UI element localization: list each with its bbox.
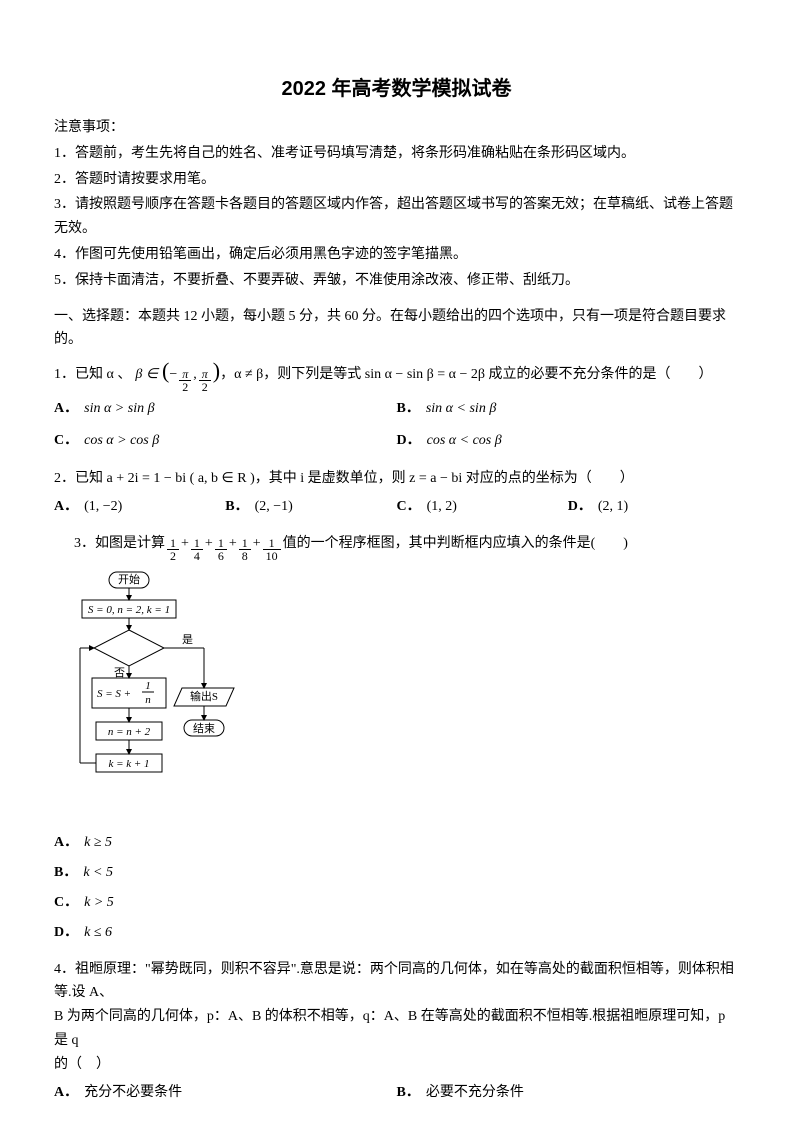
- flow-no: 否: [114, 667, 125, 679]
- option-b: B． (2, −1): [225, 491, 396, 523]
- paren-open: (: [162, 362, 169, 380]
- option-b: B． k < 5: [54, 858, 739, 888]
- flow-s-pre: S = S +: [97, 688, 131, 700]
- flow-end: 结束: [193, 722, 215, 735]
- question-3: 3．如图是计算 12 + 14 + 16 + 18 + 110 值的一个程序框图…: [54, 532, 739, 947]
- flow-n: n = n + 2: [108, 726, 151, 738]
- opt-text: (1, −2): [84, 499, 122, 514]
- option-c: C． k > 5: [54, 888, 739, 918]
- plus: +: [205, 532, 213, 556]
- flow-yes: 是: [182, 633, 193, 646]
- option-d: D． cos α < cos β: [397, 425, 740, 457]
- frac-den: 2: [167, 550, 179, 562]
- option-d: D． k ≤ 6: [54, 918, 739, 948]
- frac-den: 6: [215, 550, 227, 562]
- opt-label: B．: [225, 499, 248, 514]
- opt-label: A．: [54, 835, 78, 850]
- option-a: A． 充分不必要条件: [54, 1077, 397, 1109]
- q1-text-prefix: 1．已知 α 、: [54, 363, 131, 387]
- q1-beta-in: β ∈: [135, 363, 158, 387]
- plus: +: [253, 532, 261, 556]
- instructions-block: 注意事项： 1．答题前，考生先将自己的姓名、准考证号码填写清楚，将条形码准确粘贴…: [54, 116, 739, 293]
- fraction: 14: [191, 537, 203, 562]
- comma: ,: [193, 363, 197, 387]
- frac-den: 2: [199, 381, 211, 393]
- opt-text: (2, 1): [598, 499, 628, 514]
- instruction-item: 5．保持卡面清洁，不要折叠、不要弄破、弄皱，不准使用涂改液、修正带、刮纸刀。: [54, 269, 739, 293]
- page-title: 2022 年高考数学模拟试卷: [54, 72, 739, 106]
- neg-sign: −: [169, 363, 177, 387]
- opt-label: A．: [54, 1085, 78, 1100]
- frac-den: 10: [263, 550, 281, 562]
- fraction: 18: [239, 537, 251, 562]
- flow-s-num: 1: [145, 680, 151, 692]
- opt-label: C．: [54, 895, 78, 910]
- q4-line2: B 为两个同高的几何体，p：A、B 的体积不相等，q：A、B 在等高处的截面积不…: [54, 1005, 739, 1053]
- opt-label: A．: [54, 401, 78, 416]
- instruction-item: 4．作图可先使用铅笔画出，确定后必须用黑色字迹的签字笔描黑。: [54, 243, 739, 267]
- opt-label: D．: [397, 433, 421, 448]
- plus: +: [229, 532, 237, 556]
- instruction-item: 2．答题时请按要求用笔。: [54, 168, 739, 192]
- flow-start: 开始: [118, 572, 140, 586]
- opt-text: sin α > sin β: [84, 401, 154, 416]
- option-a: A． sin α > sin β: [54, 393, 397, 425]
- opt-text: k ≥ 5: [84, 835, 112, 850]
- fraction: 16: [215, 537, 227, 562]
- opt-label: A．: [54, 499, 78, 514]
- q3-prefix: 3．如图是计算: [74, 532, 165, 556]
- opt-text: cos α > cos β: [84, 433, 159, 448]
- q1-text-mid: ，α ≠ β，则下列是等式 sin α − sin β = α − 2β 成立的…: [220, 363, 712, 387]
- fraction-pi-over-2: π 2: [179, 368, 191, 393]
- option-a: A． k ≥ 5: [54, 828, 739, 858]
- opt-text: k ≤ 6: [84, 925, 112, 940]
- frac-den: 4: [191, 550, 203, 562]
- opt-text: cos α < cos β: [427, 433, 502, 448]
- instruction-item: 1．答题前，考生先将自己的姓名、准考证号码填写清楚，将条形码准确粘贴在条形码区域…: [54, 142, 739, 166]
- fraction: 12: [167, 537, 179, 562]
- frac-den: 8: [239, 550, 251, 562]
- flow-k: k = k + 1: [108, 758, 149, 770]
- opt-text: sin α < sin β: [426, 401, 496, 416]
- opt-label: D．: [54, 925, 78, 940]
- q3-suffix: 值的一个程序框图，其中判断框内应填入的条件是( ): [283, 532, 628, 556]
- opt-text: 充分不必要条件: [84, 1085, 182, 1100]
- flowchart-diagram: 开始 S = 0, n = 2, k = 1 是 否 S = S + 1 n: [74, 570, 264, 820]
- question-1: 1．已知 α 、 β ∈ ( − π 2 , π 2 ) ，α ≠ β，则下列是…: [54, 362, 739, 457]
- flow-output: 输出S: [190, 689, 218, 703]
- opt-text: (1, 2): [427, 499, 457, 514]
- opt-text: k > 5: [84, 895, 114, 910]
- opt-label: C．: [397, 499, 421, 514]
- plus: +: [181, 532, 189, 556]
- opt-text: 必要不充分条件: [426, 1085, 524, 1100]
- opt-label: C．: [54, 433, 78, 448]
- section-1-heading: 一、选择题：本题共 12 小题，每小题 5 分，共 60 分。在每小题给出的四个…: [54, 305, 739, 353]
- option-b: B． 必要不充分条件: [397, 1077, 740, 1109]
- opt-label: B．: [54, 865, 77, 880]
- opt-text: (2, −1): [255, 499, 293, 514]
- fraction-pi-over-2: π 2: [199, 368, 211, 393]
- opt-label: B．: [397, 1085, 420, 1100]
- q2-text: 2．已知 a + 2i = 1 − bi ( a, b ∈ R )，其中 i 是…: [54, 467, 739, 491]
- question-2: 2．已知 a + 2i = 1 − bi ( a, b ∈ R )，其中 i 是…: [54, 467, 739, 523]
- paren-close: ): [213, 362, 220, 380]
- flow-init: S = 0, n = 2, k = 1: [88, 604, 170, 616]
- option-c: C． (1, 2): [397, 491, 568, 523]
- instructions-header: 注意事项：: [54, 116, 739, 140]
- option-a: A． (1, −2): [54, 491, 225, 523]
- q4-line1: 4．祖暅原理："幂势既同，则积不容异".意思是说：两个同高的几何体，如在等高处的…: [54, 958, 739, 1006]
- fraction: 110: [263, 537, 281, 562]
- frac-den: 2: [179, 381, 191, 393]
- option-c: C． cos α > cos β: [54, 425, 397, 457]
- q4-line3: 的（ ）: [54, 1053, 739, 1077]
- question-4: 4．祖暅原理："幂势既同，则积不容异".意思是说：两个同高的几何体，如在等高处的…: [54, 958, 739, 1109]
- option-d: D． (2, 1): [568, 491, 739, 523]
- option-b: B． sin α < sin β: [397, 393, 740, 425]
- instruction-item: 3．请按照题号顺序在答题卡各题目的答题区域内作答，超出答题区域书写的答案无效；在…: [54, 193, 739, 241]
- flow-s-den: n: [145, 694, 151, 706]
- opt-text: k < 5: [83, 865, 113, 880]
- opt-label: B．: [397, 401, 420, 416]
- opt-label: D．: [568, 499, 592, 514]
